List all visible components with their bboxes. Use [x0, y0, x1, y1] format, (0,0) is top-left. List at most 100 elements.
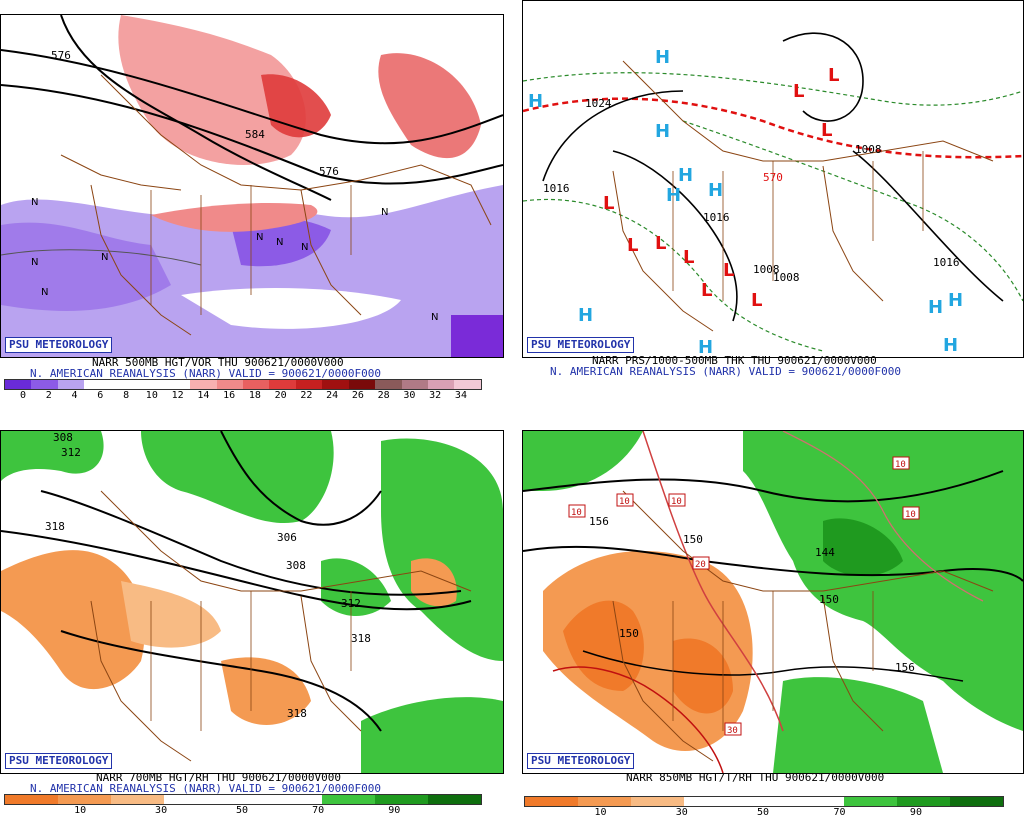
- colorbar-tick-label: 22: [300, 390, 313, 401]
- temp-label: 10: [571, 508, 582, 518]
- map-850mb: 156 150 144 150 150 156 10 10 10 10 10 2…: [522, 430, 1024, 774]
- low-marker: L: [751, 290, 762, 311]
- contour-label: 318: [351, 632, 371, 645]
- colorbar-tick-label: 34: [454, 390, 467, 401]
- temp-box: 10: [616, 493, 634, 507]
- colorbar-swatch: [295, 380, 323, 389]
- colorbar-swatch: [216, 795, 270, 804]
- height-label: 156: [895, 661, 915, 674]
- high-marker: H: [655, 47, 670, 68]
- high-marker: H: [943, 335, 958, 356]
- temp-box: 30: [724, 722, 742, 736]
- colorbar-swatch: [322, 380, 349, 389]
- colorbar-swatch: [137, 380, 164, 389]
- colorbar-swatch: [631, 797, 685, 806]
- vort-marker: N: [301, 242, 308, 253]
- colorbar-tick-label: 16: [223, 390, 236, 401]
- colorbar-swatch: [737, 797, 791, 806]
- colorbar-tick-label: 50: [235, 805, 249, 816]
- colorbar-tick-label: 14: [197, 390, 210, 401]
- panel-subtitle: N. AMERICAN REANALYSIS (NARR) VALID = 90…: [550, 365, 901, 378]
- colorbar-ticks: 10 30 50 70 90: [4, 805, 480, 817]
- colorbar-swatch: [454, 380, 481, 389]
- colorbar-swatch: [790, 797, 844, 806]
- colorbar-tick-label: 4: [71, 390, 78, 401]
- isobar-label: 1016: [543, 182, 570, 195]
- high-marker: H: [948, 290, 963, 311]
- vort-marker: N: [31, 197, 38, 208]
- temp-box: 10: [668, 493, 686, 507]
- panel-850mb-temp-rh: 156 150 144 150 150 156 10 10 10 10 10 2…: [520, 412, 1024, 819]
- temp-box: 10: [568, 504, 586, 518]
- colorbar-tick-label: 10: [594, 807, 607, 818]
- colorbar-tick-label: 30: [403, 390, 416, 401]
- vort-marker: N: [101, 252, 108, 263]
- colorbar-swatch: [110, 795, 164, 804]
- colorbar-swatch: [949, 797, 1003, 806]
- contour-label: 584: [245, 128, 265, 141]
- panel-700mb-rh: 308 312 318 306 308 312 318 318 PSU METE…: [0, 412, 512, 819]
- height-label: 156: [589, 515, 609, 528]
- low-marker: L: [603, 193, 614, 214]
- colorbar-rh: [4, 794, 482, 805]
- temp-box: 10: [892, 456, 910, 470]
- colorbar-swatch: [428, 795, 482, 804]
- isobar-label: 1016: [933, 256, 960, 269]
- colorbar-swatch: [269, 795, 323, 804]
- temp-label: 10: [895, 460, 906, 470]
- colorbar-tick-label: 30: [155, 805, 168, 816]
- temp-box: 10: [902, 506, 920, 520]
- colorbar-tick-label: 32: [429, 390, 442, 401]
- colorbar-swatch: [269, 380, 296, 389]
- colorbar-ticks: 0 2 4 6 8 10 12 14 16 18 20 22 24 26 28 30 32 34: [4, 390, 480, 402]
- low-marker: L: [821, 120, 832, 141]
- colorbar-tick-label: 90: [909, 807, 922, 818]
- colorbar-swatch: [163, 380, 191, 389]
- contour-label: 308: [53, 431, 73, 444]
- colorbar-swatch: [5, 795, 58, 804]
- colorbar-swatch: [843, 797, 897, 806]
- temp-label: 10: [905, 510, 916, 520]
- isobar-label: 1008: [753, 263, 780, 276]
- colorbar-swatch: [684, 797, 738, 806]
- panel-title: NARR 700MB HGT/RH THU 900621/0000V000: [96, 771, 342, 784]
- vort-marker: N: [41, 287, 48, 298]
- high-marker: H: [655, 121, 670, 142]
- panel-pressure-thickness: 1024 1016 1016 1008 1008 1008 1016 570 H…: [520, 0, 1024, 410]
- colorbar-swatch: [57, 795, 111, 804]
- low-marker: L: [723, 260, 734, 281]
- colorbar-tick-label: 0: [20, 390, 27, 401]
- colorbar-swatch: [242, 380, 270, 389]
- contour-label: 312: [61, 446, 81, 459]
- isobar-label: 1016: [703, 211, 730, 224]
- low-marker: L: [793, 81, 804, 102]
- vort-marker: N: [31, 257, 38, 268]
- thickness-label: 570: [763, 171, 783, 184]
- map-pressure: 1024 1016 1016 1008 1008 1008 1016 570 H…: [522, 0, 1024, 358]
- colorbar-tick-label: 6: [97, 390, 104, 401]
- colorbar-swatch: [190, 380, 217, 389]
- contour-label: 318: [45, 520, 65, 533]
- contour-label: 308: [286, 559, 306, 572]
- low-marker: L: [701, 280, 712, 301]
- vort-marker: N: [381, 207, 388, 218]
- temp-label: 10: [671, 497, 682, 507]
- isobar-label: 1008: [773, 271, 800, 284]
- psu-badge: PSU METEOROLOGY: [527, 337, 635, 353]
- isobar-label: 1008: [855, 143, 882, 156]
- colorbar-swatch: [84, 380, 111, 389]
- vort-marker: N: [276, 237, 283, 248]
- low-marker: L: [828, 65, 839, 86]
- colorbar-swatch: [31, 380, 58, 389]
- map-500mb: 576 584 576 N N N N N N N N N PSU METEOR…: [0, 14, 504, 358]
- colorbar-tick-label: 10: [74, 805, 87, 816]
- vort-marker: N: [256, 232, 263, 243]
- low-marker: L: [627, 235, 638, 256]
- temp-label: 10: [619, 497, 630, 507]
- colorbar-swatch: [525, 797, 579, 806]
- colorbar-swatch: [428, 380, 455, 389]
- contour-label: 576: [51, 49, 71, 62]
- colorbar-tick-label: 70: [312, 805, 325, 816]
- panel-subtitle: N. AMERICAN REANALYSIS (NARR) VALID = 90…: [30, 367, 381, 380]
- colorbar-rh: [524, 796, 1004, 807]
